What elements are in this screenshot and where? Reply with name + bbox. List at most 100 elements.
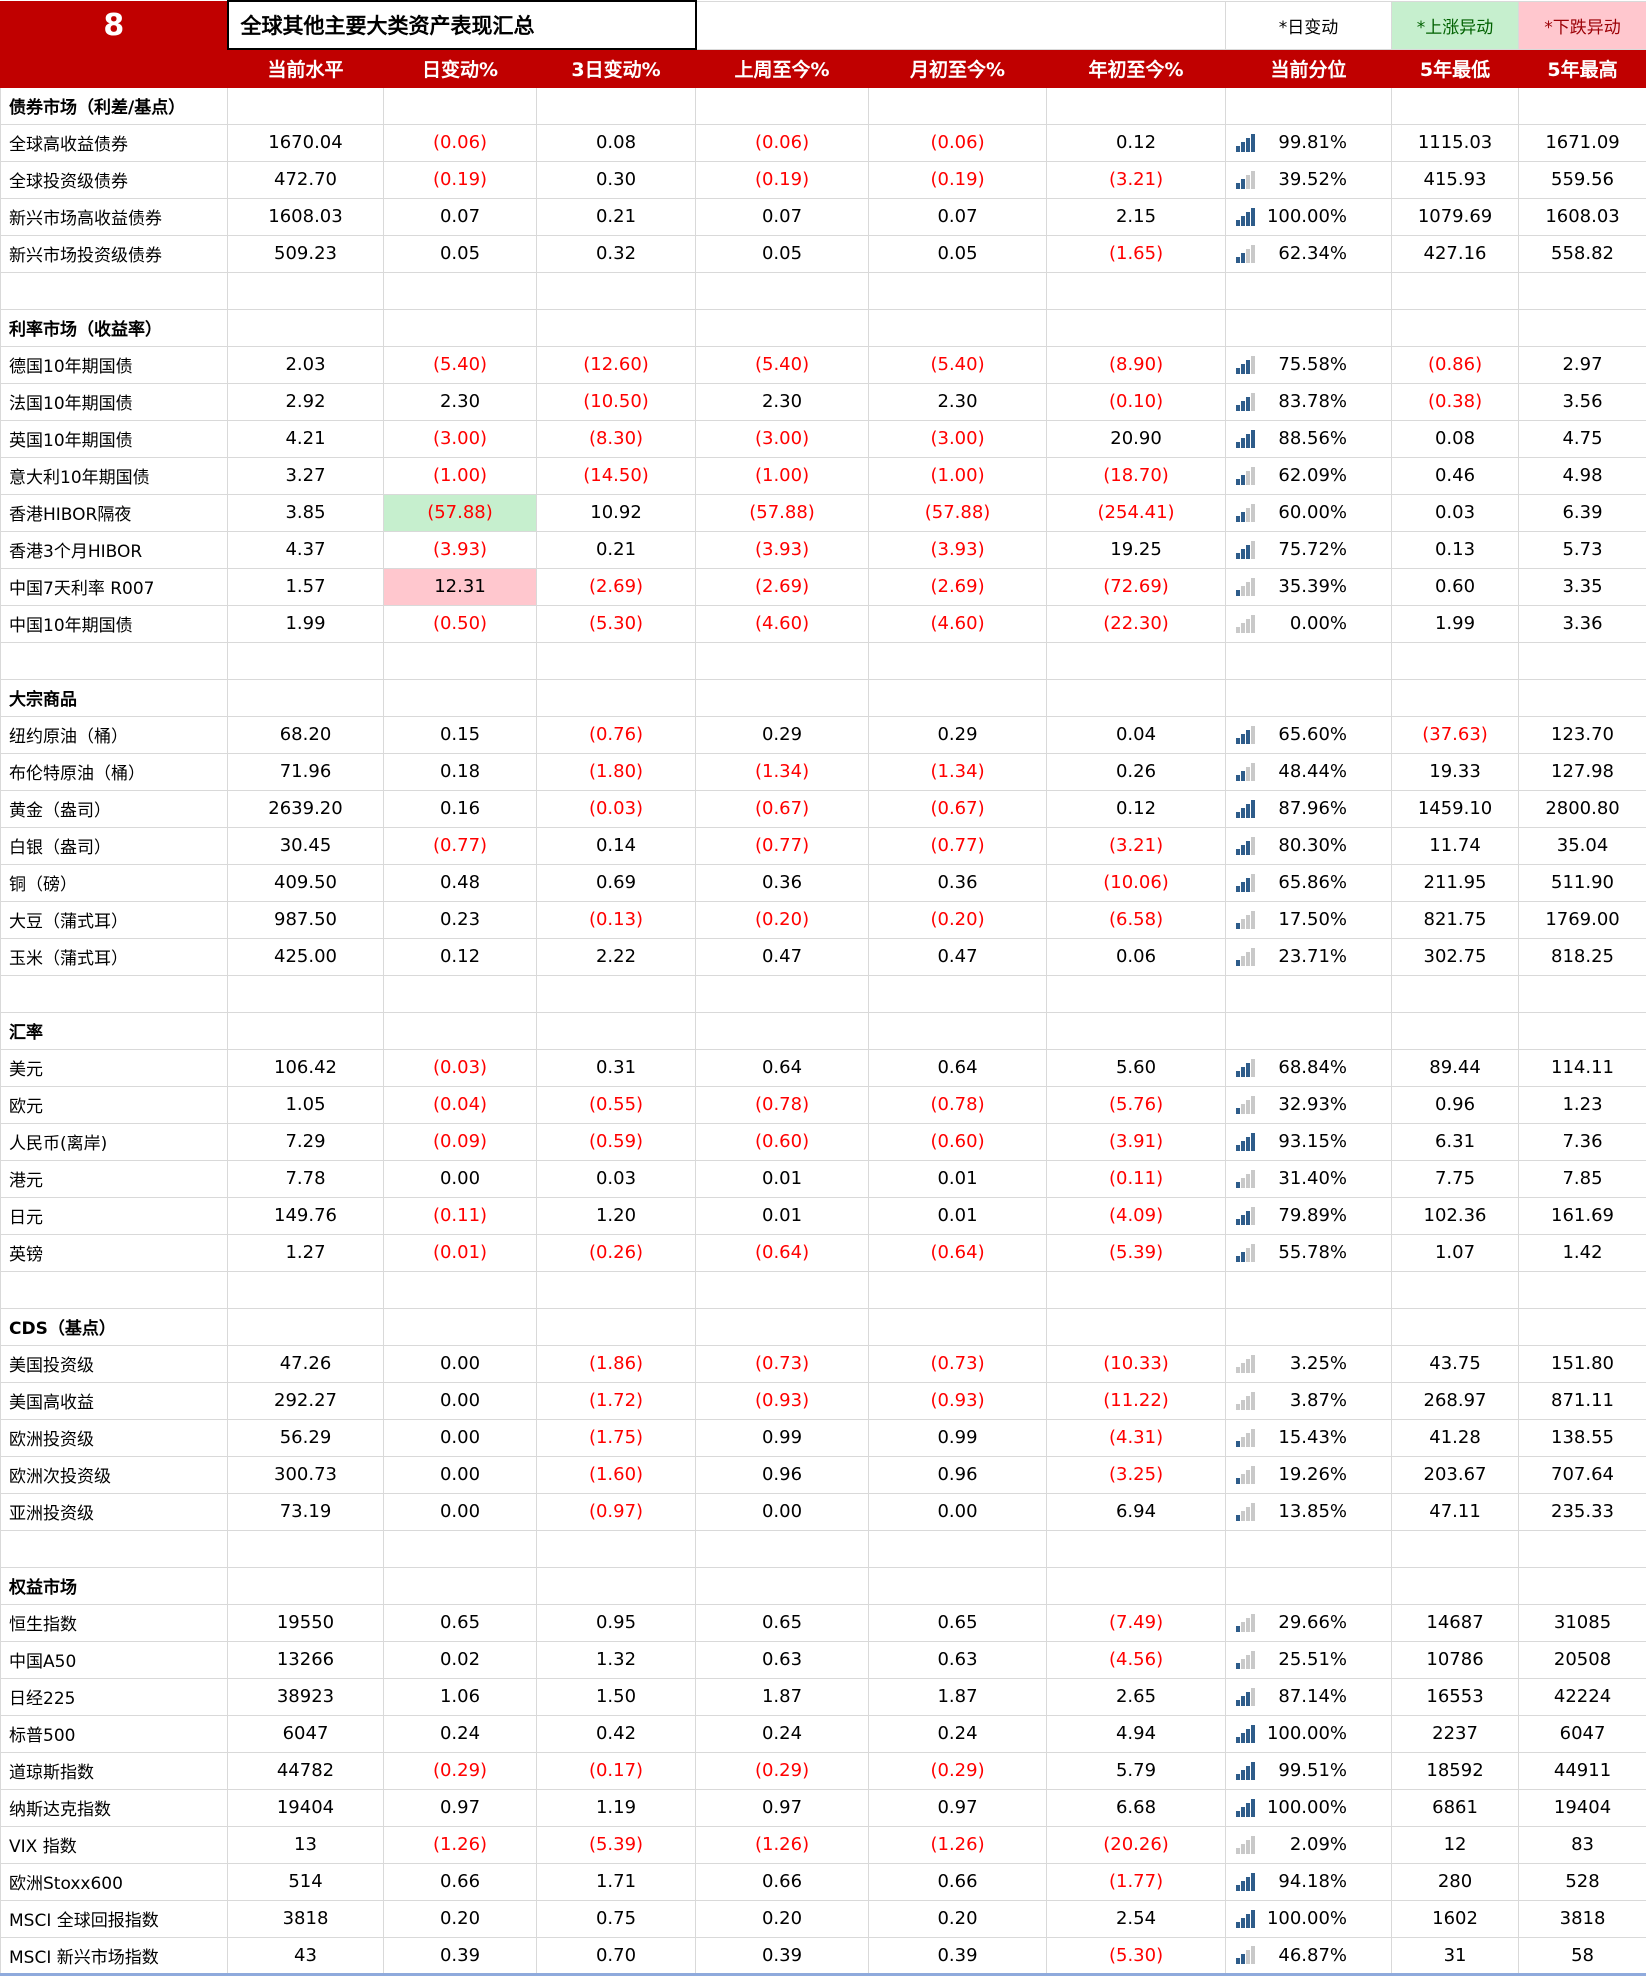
- section-header-row: 大宗商品: [0, 678, 1646, 717]
- row-label: 香港HIBOR隔夜: [0, 493, 228, 532]
- value-cell: 18592: [1391, 1751, 1520, 1790]
- value-cell: 0.66: [383, 1862, 537, 1901]
- spacer-cell: [1225, 641, 1393, 680]
- spacer-cell: [1391, 1529, 1520, 1568]
- value-cell: (0.73): [695, 1344, 870, 1383]
- spacer-cell: [695, 1270, 870, 1309]
- value-cell: (5.40): [695, 345, 870, 384]
- value-cell: 38923: [227, 1677, 384, 1716]
- value-cell: (5.30): [1046, 1936, 1227, 1975]
- value-cell: 2639.20: [227, 789, 384, 828]
- empty-cell: [1046, 308, 1227, 347]
- value-cell: 0.23: [383, 900, 537, 939]
- value-cell: 2.54: [1046, 1899, 1227, 1938]
- percentile-bars-icon: [1236, 1428, 1256, 1447]
- row-label: 纽约原油（桶）: [0, 715, 228, 754]
- value-cell: 14687: [1391, 1603, 1520, 1642]
- percentile-cell: 15.43%: [1225, 1418, 1393, 1457]
- percentile-value: 99.81%: [1278, 132, 1348, 154]
- value-cell: 0.16: [383, 789, 537, 828]
- value-cell: 472.70: [227, 160, 384, 199]
- value-cell: 268.97: [1391, 1381, 1520, 1420]
- value-cell: (0.38): [1391, 382, 1520, 421]
- value-cell: 2237: [1391, 1714, 1520, 1753]
- empty-cell: [1225, 1011, 1393, 1050]
- value-cell: (2.69): [868, 567, 1048, 606]
- percentile-bars-icon: [1236, 503, 1256, 522]
- percentile-cell: 65.86%: [1225, 863, 1393, 902]
- table-row: MSCI 新兴市场指数 43 0.39 0.70 0.39 0.39 (5.30) 46.87…: [0, 1936, 1646, 1975]
- percentile-bars-icon: [1236, 1613, 1256, 1632]
- value-cell: 427.16: [1391, 234, 1520, 273]
- percentile-bars-icon: [1236, 947, 1256, 966]
- table-row: 标普500 6047 0.24 0.42 0.24 0.24 4.94 100.00% 2237…: [0, 1714, 1646, 1753]
- percentile-value: 83.78%: [1278, 391, 1348, 413]
- column-header-1: 当前水平: [227, 48, 384, 88]
- spacer-cell: [535, 1529, 697, 1568]
- percentile-bars-icon: [1236, 466, 1256, 485]
- table-row: 日元 149.76 (0.11) 1.20 0.01 0.01 (4.09) 79.89% 10…: [0, 1196, 1646, 1235]
- percentile-bars-icon: [1236, 762, 1256, 781]
- value-cell: (3.00): [868, 419, 1048, 458]
- percentile-cell: 87.14%: [1225, 1677, 1393, 1716]
- row-label: 德国10年期国债: [0, 345, 228, 384]
- table-row: 香港3个月HIBOR 4.37 (3.93) 0.21 (3.93) (3.93) 19.2…: [0, 530, 1646, 569]
- value-cell: 300.73: [227, 1455, 384, 1494]
- percentile-value: 62.34%: [1278, 243, 1348, 265]
- value-cell: (8.30): [535, 419, 697, 458]
- value-cell: 0.20: [383, 1899, 537, 1938]
- table-row: 全球投资级债券 472.70 (0.19) 0.30 (0.19) (0.19) (3.21…: [0, 160, 1646, 199]
- row-label: 法国10年期国债: [0, 382, 228, 421]
- row-label: 意大利10年期国债: [0, 456, 228, 495]
- percentile-value: 25.51%: [1278, 1649, 1348, 1671]
- value-cell: (22.30): [1046, 604, 1227, 643]
- percentile-value: 94.18%: [1278, 1871, 1348, 1893]
- row-label: 中国10年期国债: [0, 604, 228, 643]
- empty-cell: [868, 678, 1048, 717]
- value-cell: (1.80): [535, 752, 697, 791]
- percentile-bars-icon: [1236, 392, 1256, 411]
- spacer-cell: [1225, 1529, 1393, 1568]
- value-cell: 0.05: [383, 234, 537, 273]
- percentile-cell: 99.51%: [1225, 1751, 1393, 1790]
- value-cell: 0.99: [868, 1418, 1048, 1457]
- value-cell: 42224: [1518, 1677, 1646, 1716]
- legend-up-anomaly: *上涨异动: [1391, 0, 1520, 50]
- percentile-bars-icon: [1236, 1354, 1256, 1373]
- column-header-3: 3日变动%: [535, 48, 697, 88]
- spacer-cell: [535, 1270, 697, 1309]
- value-cell: 0.15: [383, 715, 537, 754]
- value-cell: 1.50: [535, 1677, 697, 1716]
- value-cell: 0.69: [535, 863, 697, 902]
- spacer-cell: [1046, 641, 1227, 680]
- value-cell: 11.74: [1391, 826, 1520, 865]
- value-cell: 3.85: [227, 493, 384, 532]
- value-cell: 2800.80: [1518, 789, 1646, 828]
- percentile-value: 88.56%: [1278, 428, 1348, 450]
- spacer-cell: [695, 641, 870, 680]
- table-row: 中国10年期国债 1.99 (0.50) (5.30) (4.60) (4.60) (22.…: [0, 604, 1646, 643]
- percentile-cell: 68.84%: [1225, 1048, 1393, 1087]
- section-header: 债券市场（利差/基点）: [0, 86, 228, 125]
- value-cell: 127.98: [1518, 752, 1646, 791]
- empty-cell: [1518, 308, 1646, 347]
- value-cell: 0.20: [695, 1899, 870, 1938]
- value-cell: (1.60): [535, 1455, 697, 1494]
- value-cell: 7.75: [1391, 1159, 1520, 1198]
- spacer-cell: [1046, 974, 1227, 1013]
- spacer-cell: [1518, 271, 1646, 310]
- value-cell: (57.88): [383, 493, 537, 532]
- value-cell: 106.42: [227, 1048, 384, 1087]
- value-cell: (10.06): [1046, 863, 1227, 902]
- empty-cell: [535, 678, 697, 717]
- value-cell: (0.06): [695, 123, 870, 162]
- value-cell: 302.75: [1391, 937, 1520, 976]
- value-cell: 2.30: [868, 382, 1048, 421]
- value-cell: 7.29: [227, 1122, 384, 1161]
- table-row: 美国高收益 292.27 0.00 (1.72) (0.93) (0.93) (11.22)…: [0, 1381, 1646, 1420]
- value-cell: (1.00): [868, 456, 1048, 495]
- value-cell: 1.87: [695, 1677, 870, 1716]
- value-cell: 4.21: [227, 419, 384, 458]
- value-cell: 0.29: [695, 715, 870, 754]
- value-cell: 0.46: [1391, 456, 1520, 495]
